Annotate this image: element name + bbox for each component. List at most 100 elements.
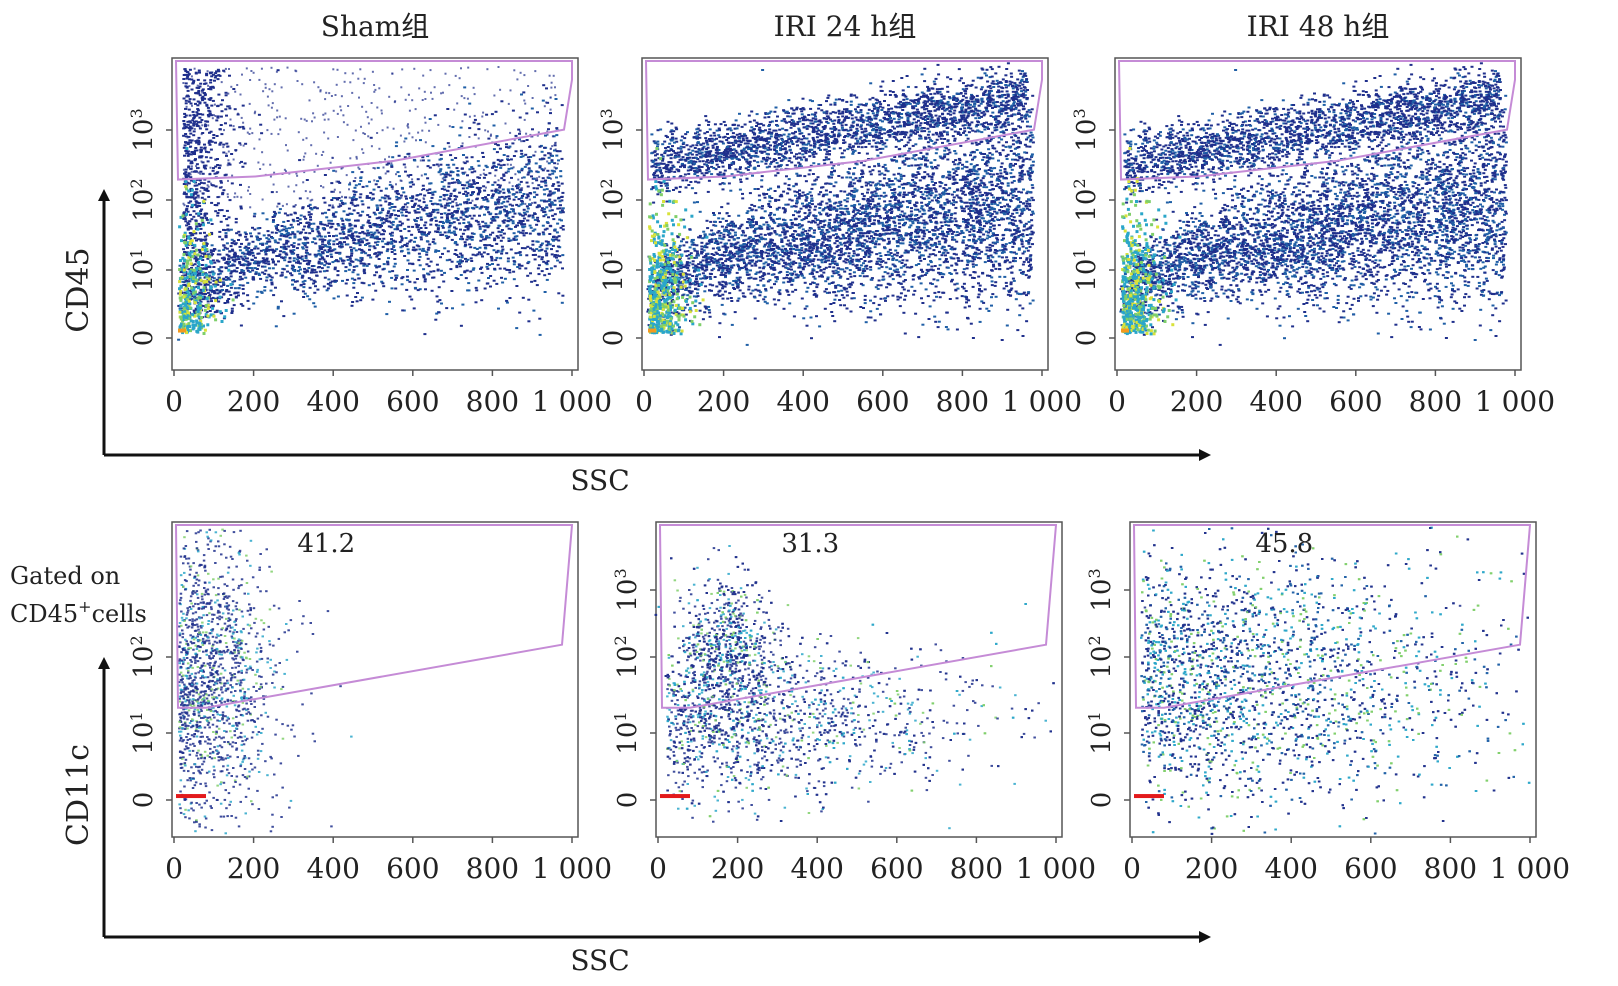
event-dot	[1027, 261, 1031, 264]
event-dot	[482, 111, 485, 114]
event-dot	[292, 257, 296, 260]
event-dot	[520, 152, 524, 155]
event-dot	[328, 245, 332, 248]
event-dot	[537, 249, 541, 252]
event-dot	[396, 171, 400, 174]
event-dot	[348, 224, 352, 227]
event-dot	[256, 290, 260, 293]
event-dot	[548, 191, 551, 194]
event-dot	[304, 231, 308, 234]
event-dot	[953, 217, 957, 220]
event-dot	[356, 292, 359, 294]
event-dot	[183, 191, 187, 194]
event-dot	[179, 215, 183, 219]
event-dot	[206, 280, 210, 283]
event-dot	[850, 204, 854, 207]
event-dot	[534, 70, 537, 73]
event-dot	[362, 270, 366, 273]
event-dot	[213, 172, 217, 175]
event-dot	[205, 242, 209, 245]
event-dot	[887, 258, 891, 261]
event-dot	[426, 165, 430, 168]
event-dot	[431, 211, 435, 214]
event-dot	[359, 248, 363, 251]
event-dot	[196, 109, 200, 112]
event-dot	[513, 235, 517, 238]
event-dot	[375, 271, 378, 274]
event-dot	[517, 205, 521, 208]
event-dot	[222, 248, 226, 251]
event-dot	[370, 145, 373, 148]
event-dot	[415, 244, 419, 247]
event-dot	[423, 198, 426, 201]
event-dot	[460, 184, 464, 186]
event-dot	[292, 220, 296, 223]
event-dot	[465, 187, 469, 190]
event-dot	[410, 181, 414, 184]
event-dot	[555, 176, 558, 179]
event-dot	[187, 159, 191, 162]
event-dot	[927, 197, 931, 200]
event-dot	[302, 181, 305, 184]
event-dot	[492, 148, 496, 151]
event-dot	[485, 282, 489, 285]
event-dot	[484, 164, 488, 167]
event-dot	[413, 218, 417, 221]
event-dot	[468, 225, 472, 228]
event-dot	[410, 200, 414, 202]
event-dot	[541, 231, 545, 234]
event-dot	[204, 313, 208, 317]
event-dot	[221, 193, 225, 196]
event-dot	[470, 166, 474, 169]
event-dot	[225, 289, 229, 291]
event-dot	[378, 238, 382, 240]
event-dot	[313, 280, 317, 283]
event-dot	[214, 158, 218, 161]
event-dot	[551, 214, 555, 217]
event-dot	[329, 284, 333, 287]
event-dot	[206, 283, 210, 286]
event-dot	[328, 247, 332, 250]
event-dot	[196, 273, 200, 276]
event-dot	[205, 103, 209, 106]
event-dot	[292, 279, 295, 281]
event-dot	[314, 255, 318, 258]
event-dot	[193, 153, 196, 155]
event-dot	[501, 188, 505, 191]
event-dot	[264, 262, 268, 265]
event-dot	[393, 262, 397, 265]
event-dot	[512, 210, 515, 213]
event-dot	[327, 249, 331, 251]
event-dot	[390, 164, 394, 167]
event-dot	[969, 224, 973, 227]
event-dot	[268, 267, 271, 270]
event-dot	[439, 163, 443, 166]
event-dot	[386, 170, 390, 173]
event-dot	[434, 219, 438, 222]
event-dot	[468, 237, 472, 240]
event-dot	[403, 244, 407, 246]
event-dot	[359, 299, 363, 302]
event-dot	[400, 239, 404, 242]
event-dot	[375, 255, 379, 258]
event-dot	[504, 214, 508, 217]
event-dot	[242, 264, 246, 267]
event-dot	[344, 266, 348, 269]
event-dot	[189, 193, 193, 197]
event-dot	[298, 159, 302, 162]
event-dot	[694, 275, 698, 278]
event-dot	[378, 265, 382, 268]
event-dot	[313, 305, 317, 308]
event-dot	[377, 231, 381, 234]
event-dot	[468, 214, 472, 217]
event-dot	[530, 280, 534, 283]
event-dot	[681, 238, 685, 241]
event-dot	[536, 219, 539, 222]
event-dot	[1008, 242, 1012, 244]
event-dot	[422, 209, 426, 212]
event-dot	[988, 236, 992, 238]
event-dot	[431, 97, 434, 100]
event-dot	[342, 121, 345, 124]
event-dot	[985, 249, 989, 252]
event-dot	[371, 223, 375, 226]
